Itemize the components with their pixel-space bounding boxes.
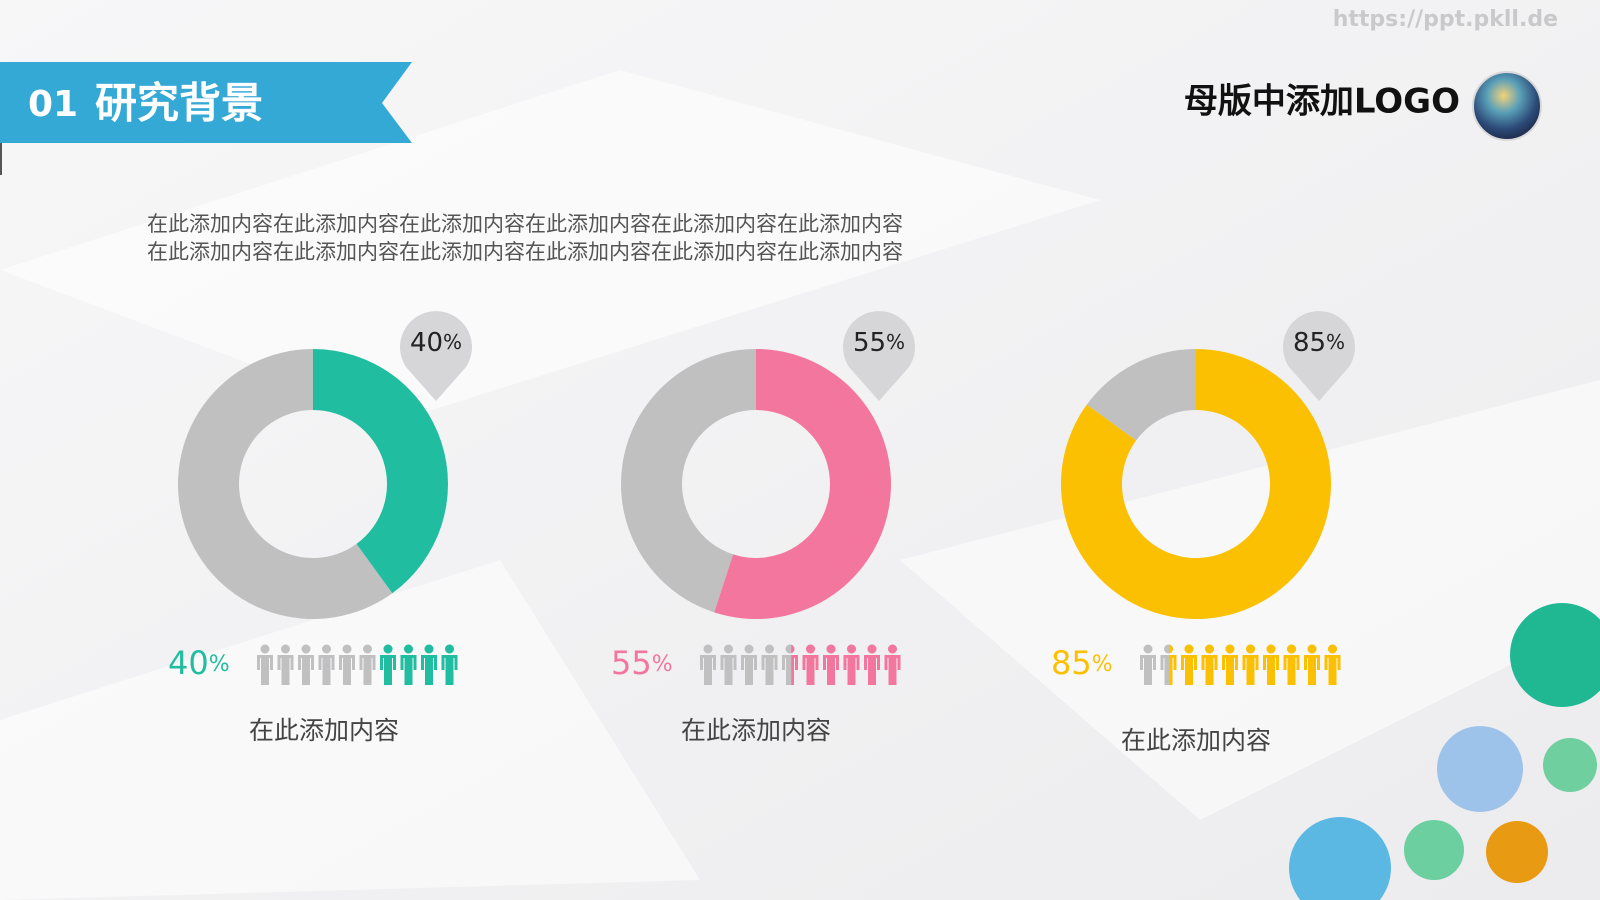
donut-segment bbox=[313, 349, 448, 594]
person-head bbox=[404, 644, 413, 654]
pictogram bbox=[700, 644, 901, 685]
value-label: 85% bbox=[1051, 644, 1113, 682]
person-body bbox=[843, 655, 860, 685]
person-body bbox=[298, 655, 314, 685]
person-body bbox=[802, 655, 819, 685]
person-head bbox=[724, 644, 733, 654]
person-body bbox=[1242, 655, 1259, 685]
person-body bbox=[741, 655, 757, 685]
person-body bbox=[359, 655, 376, 685]
caption: 在此添加内容 bbox=[681, 716, 831, 745]
header-number: 01 bbox=[28, 84, 78, 125]
person-body bbox=[400, 655, 417, 685]
pictogram bbox=[1140, 644, 1341, 685]
person-body bbox=[1263, 655, 1279, 685]
person-head bbox=[301, 644, 311, 654]
callout-bubble bbox=[843, 311, 915, 401]
person-head bbox=[1266, 644, 1276, 654]
person-body bbox=[257, 655, 273, 685]
person-head bbox=[867, 644, 877, 654]
person-body bbox=[1324, 655, 1341, 685]
person-body bbox=[823, 655, 839, 685]
person-body bbox=[277, 655, 294, 685]
person-body bbox=[421, 655, 437, 685]
person-body bbox=[1304, 655, 1320, 685]
person-head bbox=[1328, 644, 1337, 654]
person-body bbox=[1181, 655, 1197, 685]
person-body bbox=[1201, 655, 1218, 685]
person-body bbox=[1283, 655, 1300, 685]
person-head bbox=[1246, 644, 1255, 654]
person-body bbox=[700, 655, 716, 685]
paragraph-line: 在此添加内容在此添加内容在此添加内容在此添加内容在此添加内容在此添加内容 bbox=[147, 212, 903, 236]
pictogram-share bbox=[1169, 644, 1341, 685]
header-ribbon bbox=[0, 62, 412, 143]
person-head bbox=[1205, 644, 1214, 654]
value-label: 55% bbox=[611, 644, 673, 682]
pictogram bbox=[257, 644, 458, 685]
person-head bbox=[1225, 644, 1235, 654]
header-title: 研究背景 bbox=[95, 79, 263, 128]
callout-bubble bbox=[1282, 311, 1355, 401]
person-body bbox=[864, 655, 880, 685]
person-head bbox=[791, 644, 795, 654]
person-body bbox=[339, 655, 355, 685]
person-body bbox=[1169, 655, 1177, 685]
person-head bbox=[826, 644, 836, 654]
person-head bbox=[888, 644, 897, 654]
person-body bbox=[441, 655, 458, 685]
person-head bbox=[383, 644, 393, 654]
logo-image bbox=[1472, 71, 1542, 141]
person-head bbox=[744, 644, 754, 654]
donut-rest bbox=[1086, 349, 1196, 441]
person-body bbox=[761, 655, 778, 685]
person-head bbox=[1287, 644, 1296, 654]
decor-circles bbox=[1289, 603, 1600, 900]
callout-bubble bbox=[399, 311, 472, 401]
person-head bbox=[703, 644, 713, 654]
caption: 在此添加内容 bbox=[1121, 726, 1271, 755]
callout-label: 85% bbox=[1293, 328, 1345, 358]
person-body bbox=[380, 655, 396, 685]
person-head bbox=[424, 644, 434, 654]
person-body bbox=[791, 655, 798, 685]
callout-label: 55% bbox=[853, 328, 905, 358]
person-body bbox=[1140, 655, 1156, 685]
person-head bbox=[1169, 644, 1173, 654]
person-head bbox=[1307, 644, 1317, 654]
person-head bbox=[1184, 644, 1194, 654]
person-body bbox=[318, 655, 335, 685]
paragraph-line: 在此添加内容在此添加内容在此添加内容在此添加内容在此添加内容在此添加内容 bbox=[147, 240, 903, 264]
person-head bbox=[322, 644, 331, 654]
person-head bbox=[806, 644, 815, 654]
person-head bbox=[342, 644, 352, 654]
person-body bbox=[720, 655, 737, 685]
donut-segment bbox=[1060, 349, 1331, 619]
watermark: https://ppt.pkll.de bbox=[1333, 7, 1558, 32]
person-head bbox=[847, 644, 856, 654]
person-head bbox=[445, 644, 454, 654]
person-body bbox=[1222, 655, 1238, 685]
person-head bbox=[1143, 644, 1153, 654]
value-label: 40% bbox=[168, 644, 230, 682]
pictogram-share bbox=[791, 644, 901, 685]
logo-text: 母版中添加LOGO bbox=[1184, 82, 1460, 122]
person-head bbox=[363, 644, 372, 654]
pictogram-share bbox=[380, 644, 458, 685]
donut-rest bbox=[621, 349, 756, 613]
person-head bbox=[765, 644, 774, 654]
person-body bbox=[884, 655, 901, 685]
donut-rest bbox=[178, 349, 393, 619]
callout-label: 40% bbox=[410, 328, 462, 358]
donut-segment bbox=[714, 349, 892, 620]
person-head bbox=[281, 644, 290, 654]
caption: 在此添加内容 bbox=[249, 716, 399, 745]
person-head bbox=[260, 644, 270, 654]
